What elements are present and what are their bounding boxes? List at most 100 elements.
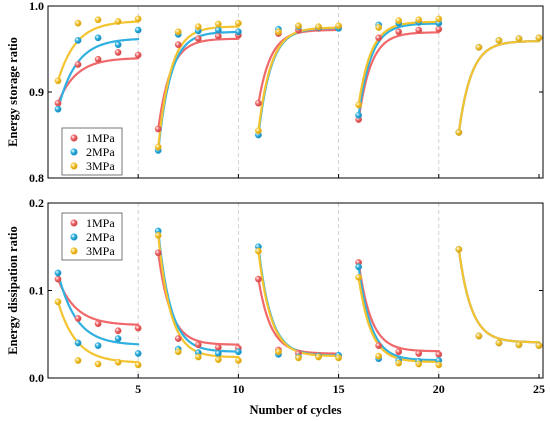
chart-panel-1: 0.8 0.9 1.0 Energy storage ratio 1MPa2MPa3MP… xyxy=(6,0,544,185)
data-point xyxy=(214,26,222,34)
data-point xyxy=(134,15,142,23)
data-point xyxy=(375,24,383,31)
data-point xyxy=(435,15,443,23)
fit-curve xyxy=(357,261,440,353)
fit-curve xyxy=(457,40,541,134)
data-point xyxy=(214,343,222,351)
legend-label: 1MPa xyxy=(86,216,115,230)
y-tick-label: 1.0 xyxy=(29,0,44,13)
data-point xyxy=(154,143,162,151)
data-point xyxy=(295,354,302,362)
data-point xyxy=(54,269,62,277)
legend-label: 3MPa xyxy=(86,159,115,173)
data-point xyxy=(355,273,363,281)
fit-curve xyxy=(357,31,440,121)
legend-marker xyxy=(70,134,78,142)
data-point xyxy=(54,298,62,306)
data-point xyxy=(535,342,543,350)
fit-curve xyxy=(157,251,240,346)
legend-marker xyxy=(70,219,78,227)
y-tick-label: 0.1 xyxy=(29,284,44,298)
data-point xyxy=(174,28,182,36)
data-point xyxy=(415,16,423,24)
legend-marker xyxy=(70,162,78,170)
data-point xyxy=(435,350,443,358)
data-point xyxy=(54,275,62,283)
data-point xyxy=(134,26,142,34)
data-point xyxy=(375,342,383,350)
fit-curve xyxy=(56,271,140,346)
legend-label: 3MPa xyxy=(86,244,115,258)
data-point xyxy=(495,339,503,347)
data-point xyxy=(255,247,262,255)
data-point xyxy=(114,335,122,343)
data-point xyxy=(234,348,242,356)
data-point xyxy=(74,339,82,347)
data-point xyxy=(395,359,403,367)
chart-panel-2: 0.0 0.1 0.2 5 10 15 20 25 Energy dissipation rat… xyxy=(6,196,545,417)
data-point xyxy=(54,77,62,85)
y-tick-label: 0.2 xyxy=(29,196,44,210)
fit-curve xyxy=(357,265,440,362)
data-point xyxy=(74,357,82,364)
data-point xyxy=(515,35,523,43)
legend-label: 1MPa xyxy=(86,131,115,145)
data-point xyxy=(435,361,443,369)
data-point xyxy=(94,342,102,350)
y-tick-label: 0.9 xyxy=(29,85,44,99)
fit-curve xyxy=(157,229,240,353)
fit-curve xyxy=(457,248,541,344)
y-axis-title: Energy dissipation ratio xyxy=(6,226,20,355)
x-tick-label: 10 xyxy=(232,382,244,396)
fit-curve xyxy=(56,38,140,111)
data-point xyxy=(174,348,182,356)
data-point xyxy=(154,125,162,133)
data-point xyxy=(134,51,142,59)
data-point xyxy=(94,360,102,368)
legend-label: 2MPa xyxy=(86,230,115,244)
data-point xyxy=(174,335,182,343)
data-point xyxy=(214,350,222,357)
data-point xyxy=(435,25,443,33)
data-point xyxy=(154,249,162,257)
fit-curve xyxy=(56,57,140,105)
data-point xyxy=(214,20,222,28)
data-point xyxy=(114,49,122,56)
data-point xyxy=(355,263,363,271)
data-point xyxy=(94,34,102,42)
data-point xyxy=(535,34,543,42)
y-axis-title: Energy storage ratio xyxy=(6,37,20,147)
data-point xyxy=(335,354,342,362)
fit-curve xyxy=(257,27,340,137)
data-point xyxy=(114,41,122,49)
data-point xyxy=(234,19,242,27)
data-point xyxy=(515,341,523,349)
data-point xyxy=(255,275,262,283)
data-point xyxy=(355,111,363,119)
fit-curve xyxy=(157,234,240,359)
data-point xyxy=(194,353,202,361)
fit-curve xyxy=(457,40,541,134)
data-point xyxy=(275,348,282,356)
data-point xyxy=(335,22,342,30)
x-tick-label: 5 xyxy=(135,382,141,396)
data-point xyxy=(415,26,423,34)
data-point xyxy=(395,348,403,356)
fit-curve xyxy=(56,300,140,364)
data-point xyxy=(134,361,142,369)
data-point xyxy=(375,352,383,360)
fit-curve xyxy=(56,20,140,82)
data-point xyxy=(94,320,102,328)
data-point xyxy=(114,358,122,366)
data-point xyxy=(54,99,62,107)
data-point xyxy=(114,18,122,25)
data-point xyxy=(74,19,82,27)
x-tick-label: 25 xyxy=(533,382,545,396)
data-point xyxy=(475,332,483,340)
data-point xyxy=(134,350,142,357)
data-point xyxy=(395,17,403,25)
data-point xyxy=(114,327,122,335)
